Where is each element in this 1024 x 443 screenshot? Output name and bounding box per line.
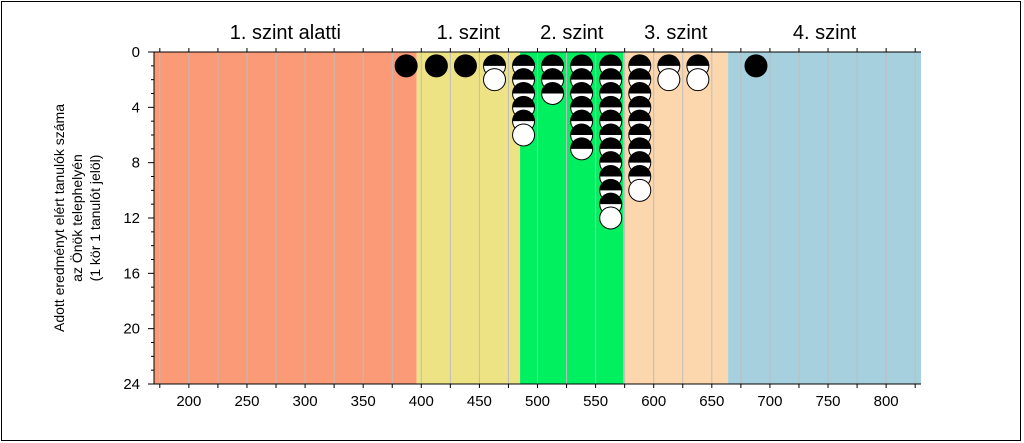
student-dot-top-half [483, 54, 506, 66]
x-tick-label: 600 [641, 393, 666, 410]
student-dot-top-half [541, 82, 564, 94]
student-dot-top-half [512, 96, 535, 108]
student-dot-body [744, 54, 768, 78]
x-tick-label: 700 [757, 393, 782, 410]
student-dot-top-half [628, 110, 651, 122]
student-dot-open [599, 206, 623, 230]
x-tick-label: 800 [874, 393, 899, 410]
student-dot-top-half [541, 68, 564, 80]
student-dot-top-half [570, 82, 593, 94]
x-tick-label: 450 [467, 393, 492, 410]
student-dot-top-half [628, 137, 651, 149]
student-dot-open [483, 68, 507, 92]
student-dot-open [512, 123, 536, 147]
student-dot-top-half [512, 82, 535, 94]
y-tick-label: 20 [123, 321, 140, 338]
student-dot-open [657, 68, 681, 92]
x-tick-label: 250 [234, 393, 259, 410]
student-dot-top-half [570, 54, 593, 66]
student-dot [453, 54, 477, 78]
student-dot-top-half [599, 82, 622, 94]
student-dot-top-half [686, 54, 709, 66]
y-axis-label: az Önök telephelyén [68, 154, 85, 282]
student-dot-top-half [599, 165, 622, 177]
y-tick-label: 24 [123, 376, 140, 393]
level-label: 1. szint [437, 22, 501, 44]
student-dot-top-half [570, 110, 593, 122]
student-dot-half [570, 137, 594, 161]
x-tick-label: 400 [409, 393, 434, 410]
x-tick-label: 550 [583, 393, 608, 410]
student-dot-open [628, 178, 652, 202]
student-dot-body [394, 54, 418, 78]
level-label: 4. szint [793, 22, 857, 44]
y-tick-label: 16 [123, 265, 140, 282]
student-dot-top-half [657, 54, 680, 66]
student-dot-top-half [599, 124, 622, 135]
y-axis-label: Adott eredményt elért tanulók száma [51, 104, 67, 332]
x-tick-label: 650 [699, 393, 724, 410]
student-dot-top-half [512, 68, 535, 80]
student-dot-top-half [599, 179, 622, 191]
student-dot-top-half [628, 82, 651, 94]
level-label: 1. szint alatti [230, 22, 341, 44]
student-dot-top-half [628, 96, 651, 108]
y-tick-label: 4 [132, 99, 140, 116]
student-dot-top-half [570, 68, 593, 80]
student-dot-top-half [628, 124, 651, 135]
student-dot-top-half [628, 165, 651, 177]
student-dot-top-half [599, 96, 622, 108]
x-tick-label: 350 [351, 393, 376, 410]
student-dot-top-half [541, 54, 564, 66]
student-dot-top-half [599, 137, 622, 149]
y-tick-label: 8 [132, 155, 140, 172]
level-band [728, 52, 921, 384]
x-tick-label: 750 [816, 393, 841, 410]
student-dot-top-half [599, 68, 622, 80]
student-dot [424, 54, 448, 78]
student-dot-top-half [628, 54, 651, 66]
student-dot-top-half [570, 137, 593, 149]
student-dot-half [541, 82, 565, 105]
student-dot-top-half [599, 110, 622, 122]
level-label: 3. szint [644, 22, 708, 44]
student-dot-top-half [628, 68, 651, 80]
level-band [416, 52, 521, 384]
student-dot-top-half [512, 54, 535, 66]
x-tick-label: 200 [176, 393, 201, 410]
y-axis-label: (1 kör 1 tanulót jelöl) [87, 155, 103, 282]
level-band [154, 52, 417, 384]
student-dot-top-half [628, 151, 651, 163]
student-dot [394, 54, 418, 78]
student-dot-top-half [570, 124, 593, 135]
y-tick-label: 12 [123, 210, 140, 227]
student-dot-body [453, 54, 477, 78]
y-tick-label: 0 [132, 44, 140, 61]
student-dot-top-half [599, 193, 622, 205]
student-dot-top-half [570, 96, 593, 108]
student-dot-top-half [599, 54, 622, 66]
x-tick-label: 500 [525, 393, 550, 410]
student-dot-open [686, 68, 710, 92]
x-tick-label: 300 [293, 393, 318, 410]
student-dot-top-half [512, 110, 535, 122]
student-dot [744, 54, 768, 78]
level-label: 2. szint [540, 22, 604, 44]
student-dot-body [424, 54, 448, 78]
student-dot-top-half [599, 151, 622, 163]
